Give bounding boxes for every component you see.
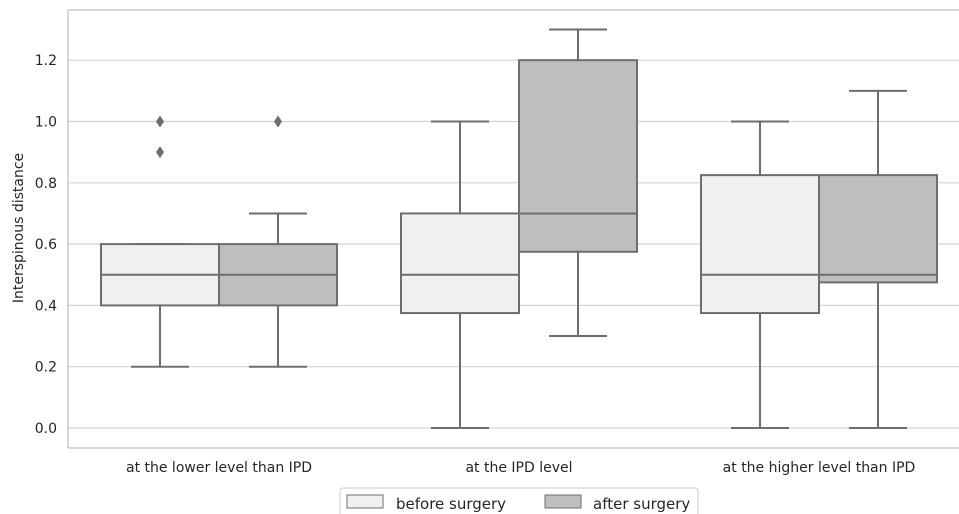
y-tick-label: 0.0 (35, 421, 57, 437)
outlier-point (156, 146, 164, 159)
legend-swatch (544, 494, 582, 509)
box-layer (100, 28, 938, 429)
y-axis-ticks: 0.0 0.2 0.4 0.6 0.8 1.0 1.2 (35, 53, 57, 437)
y-tick-label: 0.4 (35, 298, 57, 314)
x-tick-label: at the lower level than IPD (126, 460, 312, 476)
y-tick-label: 0.6 (35, 237, 57, 253)
legend-label: after surgery (593, 495, 690, 513)
legend-label: before surgery (396, 495, 506, 513)
x-axis-ticks: at the lower level than IPD at the IPD le… (126, 460, 915, 476)
legend-swatch (346, 494, 384, 509)
box-after-surgery-2 (818, 89, 938, 429)
box-iqr (400, 212, 520, 315)
legend: before surgery after surgery (339, 487, 699, 514)
y-tick-label: 0.2 (35, 360, 57, 376)
legend-frame (339, 487, 699, 514)
y-tick-label: 1.2 (35, 53, 57, 69)
box-after-surgery-0 (218, 115, 338, 368)
y-axis-label: Interspinous distance (11, 153, 27, 303)
box-before-surgery-0 (100, 115, 220, 368)
box-iqr (518, 59, 638, 253)
box-before-surgery-2 (700, 120, 820, 429)
box-iqr (818, 174, 938, 284)
plot-frame (67, 9, 959, 449)
y-tick-label: 1.0 (35, 115, 57, 131)
y-tick-label: 0.8 (35, 176, 57, 192)
outlier-point (156, 115, 164, 128)
box-before-surgery-1 (400, 120, 520, 429)
outlier-point (274, 115, 282, 128)
x-tick-label: at the IPD level (465, 460, 572, 476)
box-iqr (700, 174, 820, 315)
box-after-surgery-1 (518, 28, 638, 338)
x-tick-label: at the higher level than IPD (723, 460, 916, 476)
